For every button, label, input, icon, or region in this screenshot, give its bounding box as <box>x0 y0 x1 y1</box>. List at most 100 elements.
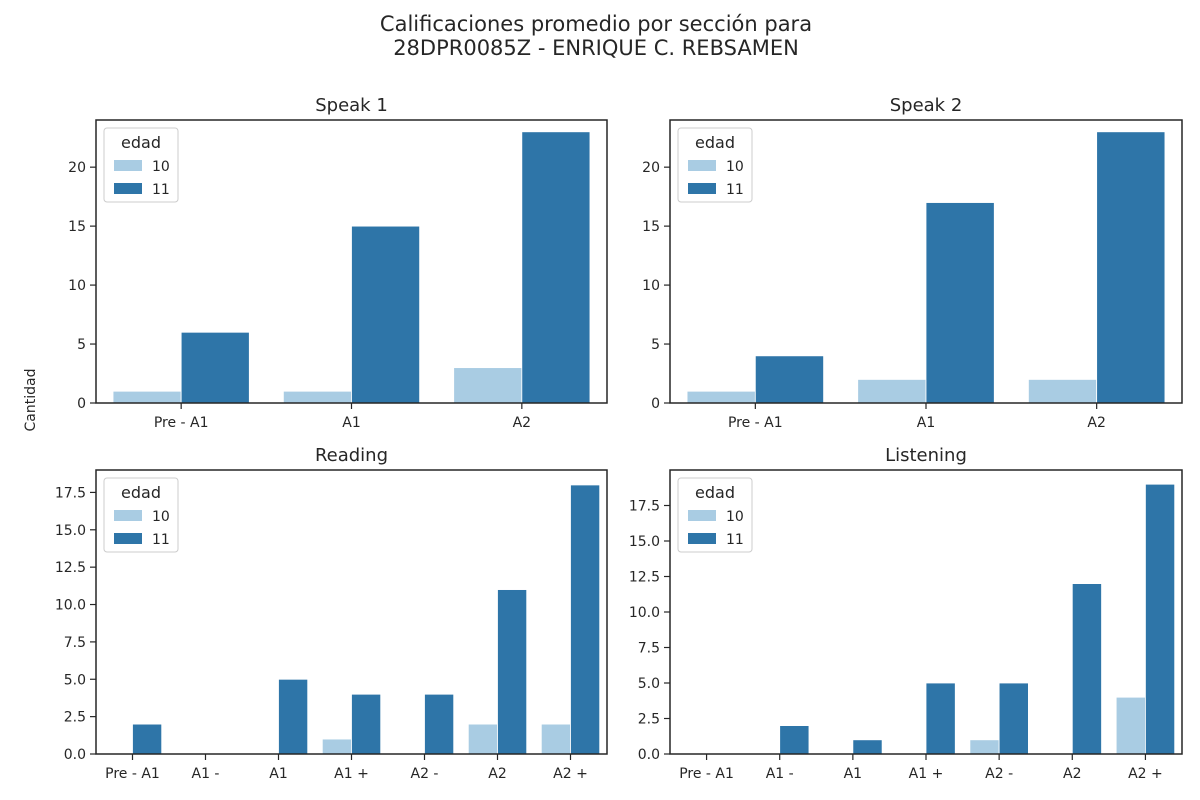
panel-title: Reading <box>315 445 388 466</box>
x-tick-label: A1 <box>917 415 935 431</box>
legend-swatch-age-11 <box>688 183 716 194</box>
x-tick-label: Pre - A1 <box>728 415 783 431</box>
chart-panel: 0.0 2.5 5.0 7.5 10.0 12.5 15.0 17.5 Pre - A1 A1 -… <box>629 445 1183 782</box>
legend-title: edad <box>695 483 735 502</box>
x-tick-label: A1 <box>844 766 862 782</box>
y-tick-label: 0 <box>77 396 86 412</box>
bar-Pre-A1-age-11 <box>754 355 825 404</box>
panel-title: Speak 1 <box>315 95 388 116</box>
bar-A1-age-11 <box>278 678 309 755</box>
y-tick-label: 20 <box>642 160 660 176</box>
y-tick-label: 17.5 <box>629 499 660 515</box>
x-tick-label: A2 + <box>1128 766 1163 782</box>
x-tick-label: Pre - A1 <box>154 415 209 431</box>
x-tick-label: A2 + <box>553 766 588 782</box>
legend: edad 10 11 <box>677 127 753 203</box>
x-tick-label: A2 - <box>985 766 1013 782</box>
panel-title: Listening <box>885 445 967 466</box>
legend-label-age-10: 10 <box>726 509 744 525</box>
bar-A1-age-11 <box>852 739 883 755</box>
legend-label-age-10: 10 <box>152 159 170 175</box>
y-tick-label: 5.0 <box>638 676 660 692</box>
x-tick-label: A2 <box>513 415 531 431</box>
bar-A1--age-11 <box>779 725 810 755</box>
legend-title: edad <box>695 133 735 152</box>
bar-A2-age-10 <box>453 367 523 404</box>
legend-label-age-11: 11 <box>726 532 744 548</box>
y-tick-label: 15 <box>68 219 86 235</box>
bar-A1-age-11 <box>351 225 421 404</box>
y-tick-label: 0.0 <box>638 747 660 763</box>
legend: edad 10 11 <box>677 477 753 553</box>
bar-A1+-age-10 <box>321 738 352 755</box>
panel-title: Speak 2 <box>890 95 963 116</box>
x-tick-label: Pre - A1 <box>105 766 160 782</box>
legend-title: edad <box>121 483 161 502</box>
y-tick-label: 10.0 <box>55 598 86 614</box>
y-tick-label: 10 <box>68 278 86 294</box>
bar-Pre-A1-age-11 <box>132 723 163 755</box>
legend-label-age-10: 10 <box>152 509 170 525</box>
y-tick-label: 0 <box>651 396 660 412</box>
x-tick-label: A2 <box>488 766 506 782</box>
y-tick-label: 15 <box>642 219 660 235</box>
y-tick-label: 5 <box>77 337 86 353</box>
bar-A2--age-10 <box>969 739 1000 755</box>
x-tick-label: A2 - <box>411 766 439 782</box>
y-tick-label: 20 <box>68 160 86 176</box>
chart-panel: 0 5 10 15 20 Pre - A1 A1 A2 Speak 2 edad 10 11 <box>642 95 1183 431</box>
legend-swatch-age-10 <box>114 510 142 521</box>
bar-A1-age-10 <box>282 390 352 404</box>
chart-panel: 0.0 2.5 5.0 7.5 10.0 12.5 15.0 17.5 Pre - A1 A1 -… <box>55 445 608 782</box>
x-tick-label: Pre - A1 <box>679 766 734 782</box>
y-tick-label: 10.0 <box>629 605 660 621</box>
y-tick-label: 15.0 <box>629 534 660 550</box>
legend-swatch-age-11 <box>688 533 716 544</box>
bar-A2+-age-11 <box>1145 483 1176 755</box>
y-tick-label: 7.5 <box>638 641 660 657</box>
legend-swatch-age-10 <box>688 160 716 171</box>
x-tick-label: A1 <box>269 766 287 782</box>
bar-A2+-age-11 <box>570 484 601 755</box>
legend-swatch-age-11 <box>114 183 142 194</box>
y-tick-label: 0.0 <box>64 747 86 763</box>
bar-A2-age-11 <box>521 131 591 404</box>
x-tick-label: A1 + <box>334 766 369 782</box>
y-tick-label: 12.5 <box>629 570 660 586</box>
legend: edad 10 11 <box>103 127 179 203</box>
bar-A2+-age-10 <box>1115 696 1146 755</box>
bar-A2-age-10 <box>1028 379 1098 404</box>
bar-Pre-A1-age-10 <box>686 390 756 404</box>
bar-A2-age-10 <box>467 723 498 755</box>
legend-label-age-10: 10 <box>726 159 744 175</box>
bar-A2+-age-10 <box>540 723 571 755</box>
y-tick-label: 10 <box>642 278 660 294</box>
figure-title: Calificaciones promedio por sección para… <box>379 12 813 60</box>
legend-swatch-age-10 <box>114 160 142 171</box>
bar-A1+-age-11 <box>351 693 382 755</box>
legend-swatch-age-11 <box>114 533 142 544</box>
legend-label-age-11: 11 <box>152 532 170 548</box>
bar-A2-age-11 <box>1096 131 1166 404</box>
x-tick-label: A1 - <box>766 766 794 782</box>
bar-A1-age-10 <box>857 379 927 404</box>
legend-label-age-11: 11 <box>726 182 744 198</box>
y-tick-label: 7.5 <box>64 635 86 651</box>
x-tick-label: A1 <box>342 415 360 431</box>
bar-A2--age-11 <box>998 682 1029 755</box>
chart-panel: 0 5 10 15 20 Pre - A1 A1 A2 Speak 1 edad 10 11 <box>68 95 608 431</box>
y-tick-label: 2.5 <box>638 712 660 728</box>
y-tick-label: 15.0 <box>55 523 86 539</box>
legend-swatch-age-10 <box>688 510 716 521</box>
bar-Pre-A1-age-11 <box>180 331 250 404</box>
y-tick-label: 17.5 <box>55 485 86 501</box>
x-tick-label: A2 <box>1087 415 1105 431</box>
x-tick-label: A2 <box>1063 766 1081 782</box>
bar-Pre-A1-age-10 <box>112 390 182 404</box>
y-tick-label: 5 <box>651 337 660 353</box>
legend: edad 10 11 <box>103 477 179 553</box>
y-tick-label: 5.0 <box>64 672 86 688</box>
x-tick-label: A1 - <box>192 766 220 782</box>
bar-A1-age-11 <box>925 202 995 404</box>
